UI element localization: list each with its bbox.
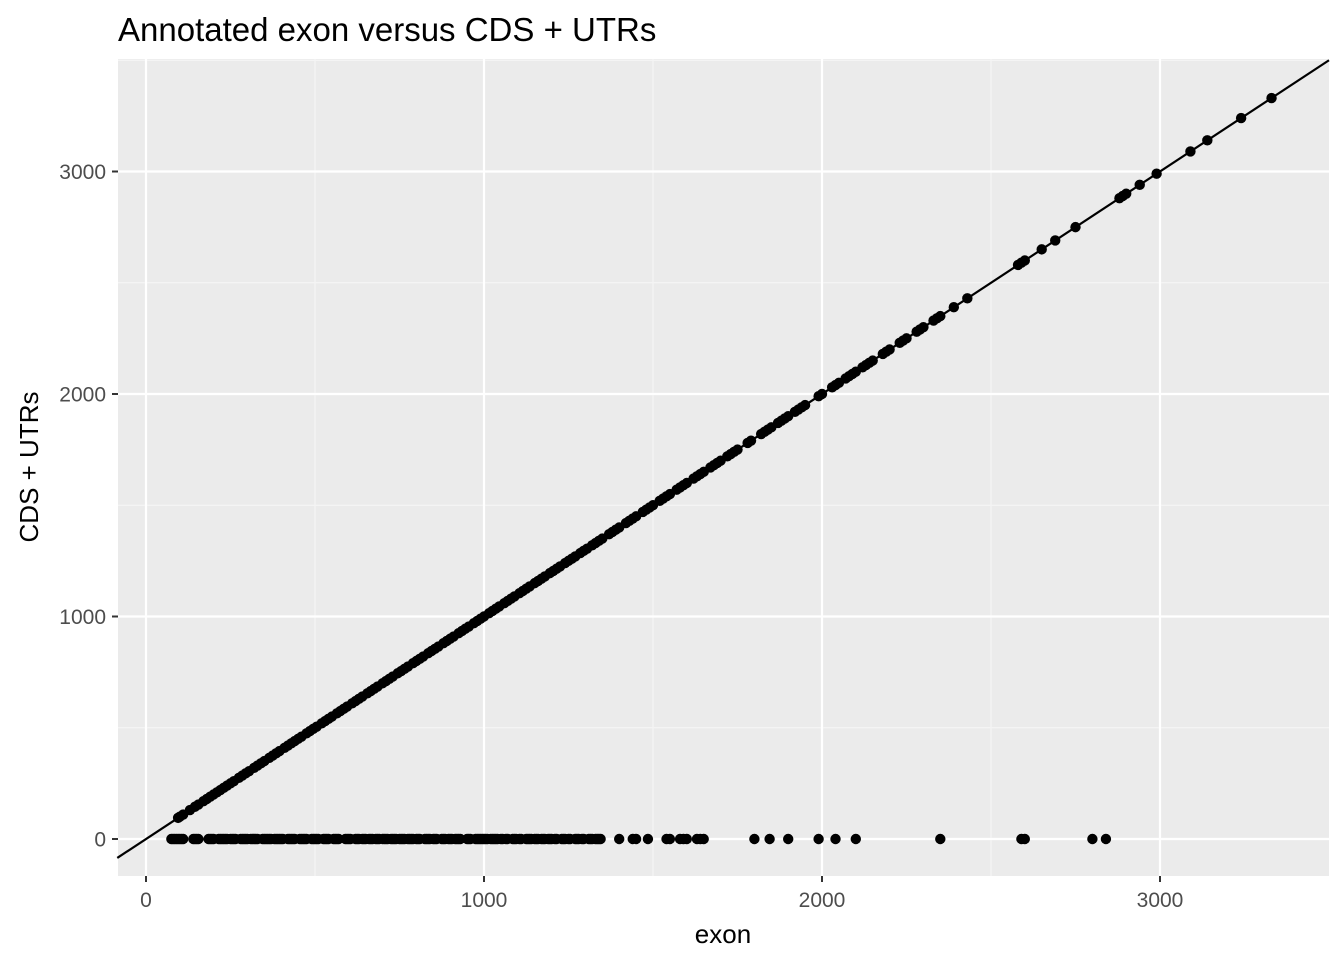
data-point [935,310,946,322]
data-point [1266,92,1277,104]
data-point [918,322,929,333]
data-point [630,833,642,845]
y-tick-label: 0 [94,829,106,852]
data-point [1134,179,1145,191]
data-point [1151,168,1162,179]
y-axis-ticks: 0 1000 2000 3000 [59,161,118,852]
y-axis-title: CDS + UTRs [14,392,44,543]
data-point [764,833,775,845]
panel-background [118,59,1329,876]
x-tick-label: 3000 [1137,889,1184,912]
y-tick-label: 2000 [59,384,106,407]
x-tick-label: 1000 [461,889,508,912]
data-point [1202,135,1213,146]
data-point [732,444,743,455]
data-point [816,388,828,400]
x-tick-label: 2000 [799,889,846,912]
x-tick-label: 0 [140,889,152,912]
y-tick-label: 3000 [59,161,106,184]
data-point [1036,244,1047,255]
data-point [1087,833,1098,845]
chart-title: Annotated exon versus CDS + UTRs [118,11,656,48]
data-point [830,833,841,845]
data-point [664,833,676,845]
data-point [177,833,189,845]
data-point [799,399,811,411]
data-point [745,435,757,446]
data-point [1019,255,1030,266]
data-point [642,833,654,845]
data-point [614,833,625,845]
data-point [901,333,912,344]
data-point [783,833,794,845]
x-axis-ticks: 0 1000 2000 3000 [140,876,1183,912]
data-point [1121,188,1132,199]
data-point [1100,833,1112,845]
data-point [962,293,973,304]
data-point [1050,235,1061,246]
data-point [948,302,960,313]
data-point [1185,146,1196,157]
data-point [1070,221,1081,233]
x-axis-title: exon [695,919,751,949]
data-point [698,833,709,845]
data-point [935,833,946,845]
y-tick-label: 1000 [59,606,106,629]
data-point [1019,833,1030,845]
data-point [595,833,606,845]
data-point [867,355,878,366]
data-point [813,833,824,845]
data-point [193,833,204,845]
data-points [166,92,1277,845]
data-point [681,833,692,845]
data-point [1235,112,1247,124]
data-point [850,833,861,845]
data-point [884,344,895,355]
data-point [749,833,760,845]
